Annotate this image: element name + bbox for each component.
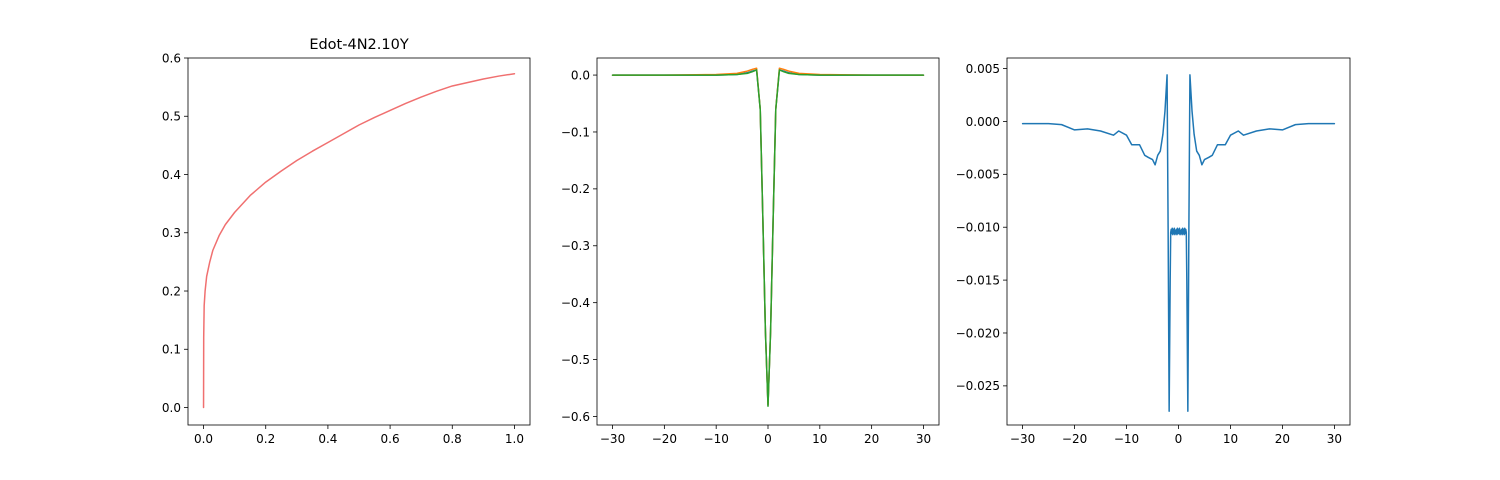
subplot-2-x-tick-label: −20 — [652, 432, 677, 446]
subplot-1-y-tick-label: 0.4 — [162, 168, 181, 182]
subplot-3-x-tick-label: −20 — [1062, 432, 1087, 446]
subplot-1-title: Edot-4N2.10Y — [309, 37, 409, 53]
subplot-2-x-tick-label: 0 — [764, 432, 772, 446]
subplot-1-x-tick-label: 0.6 — [381, 432, 400, 446]
subplot-3-y-tick-label: −0.015 — [956, 273, 1000, 287]
subplot-1-x-tick-label: 0.0 — [194, 432, 213, 446]
subplot-3-x-tick-label: −30 — [1010, 432, 1035, 446]
subplot-2-y-tick-label: −0.6 — [561, 410, 590, 424]
subplot-1-axes-frame — [187, 57, 531, 426]
subplot-3-y-tick-label: 0.005 — [966, 62, 1000, 76]
subplot-3-y-tick-label: −0.020 — [956, 326, 1000, 340]
subplot-3-x-tick-label: 0 — [1175, 432, 1183, 446]
subplot-2-y-tick-label: −0.2 — [561, 182, 590, 196]
subplot-2: −30 −20 −10 0 10 20 30 0.0 −0.1 −0.2 −0.3 −0.4 −0.5 −… — [561, 57, 940, 446]
subplot-3-y-tick-label: 0.000 — [966, 115, 1000, 129]
subplot-1-x-tick-label: 0.4 — [318, 432, 337, 446]
subplot-3-y-tick-label: −0.005 — [956, 168, 1000, 182]
subplot-2-x-tick-label: −10 — [704, 432, 729, 446]
subplot-3-x-tick-label: 20 — [1275, 432, 1290, 446]
subplot-2-y-tick-label: −0.4 — [561, 296, 590, 310]
subplot-3-x-tick-label: 30 — [1327, 432, 1342, 446]
subplot-2-x-tick-label: −30 — [600, 432, 625, 446]
subplot-2-x-tick-label: 20 — [864, 432, 879, 446]
subplot-2-y-tick-label: −0.5 — [561, 353, 590, 367]
subplot-3-x-tick-label: 10 — [1223, 432, 1238, 446]
subplot-1-y-tick-label: 0.2 — [162, 284, 181, 298]
subplot-1: Edot-4N2.10Y 0.0 0.2 0.4 0.6 0.8 1.0 0.0 0.1 0.2… — [162, 37, 531, 446]
subplot-2-series-3-line — [611, 69, 925, 407]
subplot-1-y-tick-label: 0.6 — [162, 51, 181, 65]
subplot-2-x-tick-label: 30 — [916, 432, 931, 446]
subplot-3: −30 −20 −10 0 10 20 30 0.005 0.000 −0.005 −0.010 −0… — [956, 57, 1351, 446]
subplot-1-x-tick-label: 0.8 — [443, 432, 462, 446]
subplot-3-y-tick-label: −0.025 — [956, 379, 1000, 393]
subplot-2-y-tick-label: 0.0 — [571, 68, 590, 82]
subplot-2-y-tick-label: −0.1 — [561, 125, 590, 139]
subplot-3-x-tick-label: −10 — [1114, 432, 1139, 446]
subplot-2-y-tick-label: −0.3 — [561, 239, 590, 253]
subplot-1-x-tick-label: 1.0 — [505, 432, 524, 446]
subplot-2-x-tick-label: 10 — [812, 432, 827, 446]
subplot-3-y-tick-label: −0.010 — [956, 221, 1000, 235]
subplot-1-series-1-line — [202, 72, 516, 409]
subplot-1-x-tick-label: 0.2 — [256, 432, 275, 446]
subplot-1-y-tick-label: 0.5 — [162, 110, 181, 124]
subplot-1-y-tick-label: 0.0 — [162, 401, 181, 415]
subplot-1-y-tick-label: 0.3 — [162, 226, 181, 240]
subplot-1-y-tick-label: 0.1 — [162, 343, 181, 357]
subplot-3-series-1-line — [1021, 74, 1336, 412]
